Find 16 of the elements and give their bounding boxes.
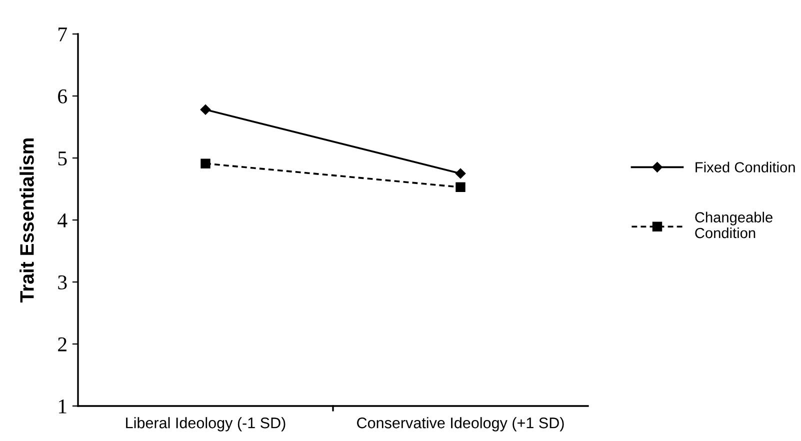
y-tick-label: 5 (58, 152, 67, 166)
y-tick-label: 1 (59, 399, 66, 414)
x-tick-label: Liberal Ideology (-1 SD) (126, 417, 286, 432)
y-tick-label: 7 (58, 28, 67, 42)
point (456, 182, 466, 192)
legend-label: Fixed Condition (696, 162, 795, 172)
point (200, 158, 210, 168)
legend-label: Changeable Condition (695, 212, 772, 238)
point (200, 104, 211, 116)
y-tick-label: 2 (58, 337, 66, 352)
y-tick-label: 6 (58, 89, 67, 104)
y-axis-title: Trait Essentialism (20, 138, 34, 302)
y-tick-label: 3 (58, 275, 67, 290)
x-tick-label: Conservative Ideology (+1 SD) (357, 417, 564, 432)
y-tick-label: 4 (58, 214, 68, 228)
point (455, 168, 466, 179)
